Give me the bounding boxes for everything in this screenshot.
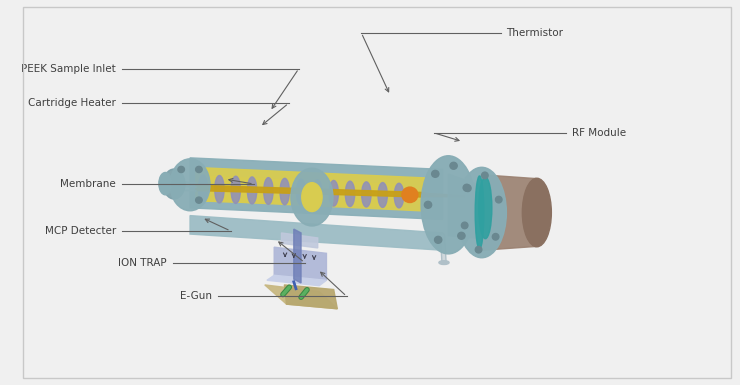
Polygon shape (252, 178, 269, 203)
Text: PEEK Sample Inlet: PEEK Sample Inlet (21, 64, 116, 74)
Polygon shape (317, 181, 334, 205)
Ellipse shape (362, 182, 371, 207)
Ellipse shape (475, 246, 482, 253)
Ellipse shape (425, 201, 431, 208)
Polygon shape (285, 180, 301, 204)
Ellipse shape (450, 162, 457, 169)
Polygon shape (350, 182, 366, 206)
Ellipse shape (458, 232, 465, 239)
Ellipse shape (329, 181, 338, 206)
Polygon shape (196, 185, 425, 197)
Ellipse shape (346, 181, 354, 207)
Ellipse shape (159, 172, 172, 195)
Ellipse shape (195, 197, 202, 203)
Ellipse shape (247, 177, 257, 204)
Polygon shape (190, 158, 443, 219)
Ellipse shape (522, 178, 551, 247)
Ellipse shape (178, 166, 184, 172)
Ellipse shape (421, 156, 476, 254)
Polygon shape (284, 285, 337, 309)
Ellipse shape (492, 233, 499, 240)
Text: Thermistor: Thermistor (506, 28, 563, 38)
Text: RF Module: RF Module (572, 128, 626, 138)
Polygon shape (383, 184, 399, 207)
Ellipse shape (291, 168, 333, 226)
Ellipse shape (462, 222, 468, 229)
Ellipse shape (439, 261, 449, 264)
Ellipse shape (463, 184, 471, 191)
Ellipse shape (164, 169, 185, 199)
Ellipse shape (431, 171, 439, 177)
Ellipse shape (402, 187, 418, 203)
Ellipse shape (465, 185, 471, 192)
Text: ION TRAP: ION TRAP (118, 258, 166, 268)
Text: E-Gun: E-Gun (180, 291, 212, 301)
Polygon shape (448, 174, 482, 239)
Polygon shape (190, 216, 443, 250)
Polygon shape (196, 167, 425, 211)
Polygon shape (275, 247, 326, 280)
Polygon shape (294, 229, 301, 283)
Ellipse shape (378, 182, 387, 208)
Polygon shape (236, 177, 252, 203)
Polygon shape (334, 182, 350, 205)
Text: Membrane: Membrane (60, 179, 116, 189)
Polygon shape (265, 285, 337, 309)
Ellipse shape (170, 159, 210, 211)
Ellipse shape (496, 196, 502, 203)
Polygon shape (203, 176, 220, 202)
Ellipse shape (231, 176, 240, 203)
Ellipse shape (302, 183, 322, 212)
Ellipse shape (280, 178, 289, 205)
Ellipse shape (475, 176, 484, 249)
Ellipse shape (195, 166, 202, 172)
Ellipse shape (434, 236, 442, 243)
Ellipse shape (296, 179, 306, 205)
Ellipse shape (215, 176, 224, 203)
Ellipse shape (394, 183, 404, 208)
Text: MCP Detecter: MCP Detecter (45, 226, 116, 236)
Polygon shape (301, 180, 317, 204)
Text: Cartridge Heater: Cartridge Heater (28, 98, 116, 108)
Polygon shape (281, 233, 317, 248)
Ellipse shape (198, 175, 208, 203)
Ellipse shape (457, 167, 506, 258)
Polygon shape (269, 179, 285, 203)
Polygon shape (267, 275, 326, 286)
Ellipse shape (263, 177, 273, 204)
Polygon shape (366, 183, 383, 206)
Ellipse shape (313, 180, 322, 206)
Polygon shape (220, 177, 236, 202)
Polygon shape (482, 175, 536, 250)
Ellipse shape (479, 177, 492, 239)
Ellipse shape (482, 172, 488, 179)
